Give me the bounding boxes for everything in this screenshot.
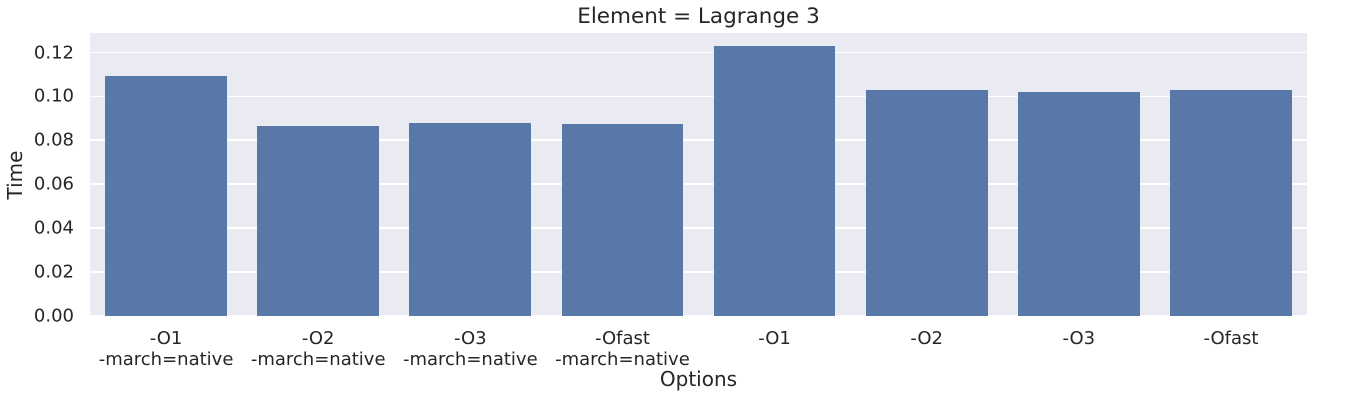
grid-line bbox=[90, 183, 1307, 186]
x-tick-label: -O2 bbox=[910, 328, 943, 349]
x-tick-label: -O3 bbox=[1062, 328, 1096, 349]
plot-area bbox=[90, 33, 1307, 317]
bar bbox=[561, 123, 684, 316]
bar bbox=[105, 75, 227, 316]
x-axis-ticks: -O1 -march=native -O2 -march=native -O3 -m… bbox=[90, 328, 1307, 372]
bar bbox=[1170, 89, 1292, 316]
bar bbox=[865, 89, 988, 316]
y-tick-label: 0.06 bbox=[33, 173, 74, 195]
bar bbox=[257, 126, 380, 316]
grid-line bbox=[90, 271, 1307, 273]
grid-line bbox=[90, 315, 1307, 317]
x-tick-label: -O2 -march=native bbox=[250, 328, 386, 370]
bar bbox=[713, 45, 836, 316]
x-tick-label: -Ofast -march=native bbox=[555, 328, 690, 370]
y-tick-label: 0.00 bbox=[33, 305, 74, 327]
y-tick-label: 0.12 bbox=[33, 42, 74, 64]
y-tick-label: 0.02 bbox=[33, 261, 74, 283]
grid-line bbox=[90, 139, 1307, 142]
y-tick-label: 0.10 bbox=[33, 85, 74, 107]
grid-line bbox=[90, 51, 1307, 54]
chart-title: Element = Lagrange 3 bbox=[577, 4, 820, 29]
x-tick-label: -O1 bbox=[758, 328, 791, 349]
grid-line bbox=[90, 95, 1307, 98]
x-tick-label: -O3 -march=native bbox=[402, 328, 538, 370]
y-axis-ticks: 0.00 0.02 0.04 0.06 0.08 0.10 0.12 bbox=[0, 33, 76, 326]
grid-line bbox=[90, 227, 1307, 230]
x-tick-label: -Ofast bbox=[1203, 328, 1259, 349]
bar bbox=[409, 122, 532, 316]
x-axis-label: Options bbox=[659, 367, 738, 391]
bar bbox=[1017, 92, 1140, 316]
y-tick-label: 0.04 bbox=[33, 217, 74, 239]
x-tick-label: -O1 -march=native bbox=[98, 328, 234, 370]
y-tick-label: 0.08 bbox=[33, 129, 74, 151]
